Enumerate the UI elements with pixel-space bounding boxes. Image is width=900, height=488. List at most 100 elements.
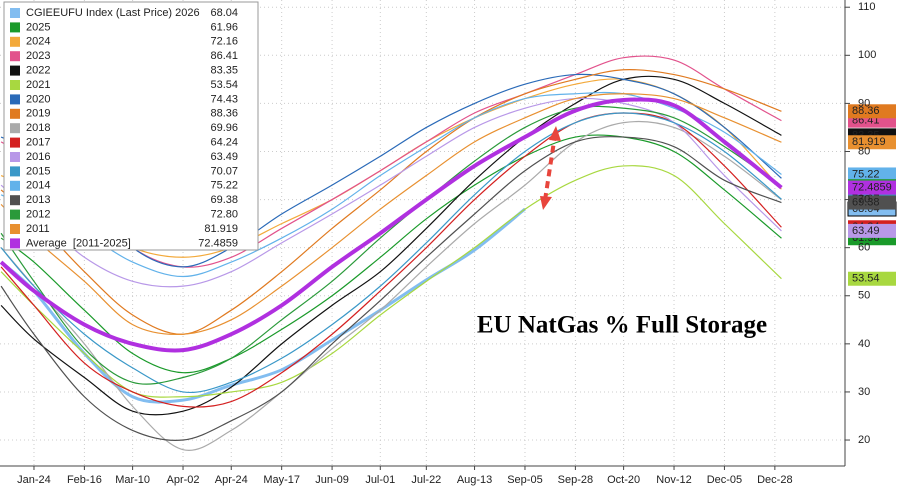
y-tick-label: 70 [858, 193, 870, 205]
legend-label: 2017 [26, 137, 50, 149]
legend-swatch [10, 36, 20, 47]
legend-value: 72.80 [210, 209, 238, 221]
legend-swatch [10, 123, 20, 134]
axis-tag [848, 180, 896, 195]
series-line [0, 112, 782, 408]
legend-label: 2019 [26, 108, 50, 120]
series-line [0, 120, 782, 451]
x-tick-label: Sep-05 [507, 474, 542, 486]
legend-value: 63.49 [210, 151, 238, 163]
legend-value: 74.43 [210, 93, 238, 105]
axis-tag-label: 63.49 [852, 225, 880, 237]
x-tick-label: Dec-28 [757, 474, 792, 486]
y-tick-label: 30 [858, 386, 870, 398]
legend-label: Average [2011-2025] [26, 237, 131, 249]
y-tick-label: 90 [858, 97, 870, 109]
x-tick-label: May-17 [263, 474, 300, 486]
series-line [0, 207, 526, 404]
legend-swatch [10, 137, 20, 148]
legend-label: 2012 [26, 209, 50, 221]
legend-swatch [10, 80, 20, 90]
legend-value: 75.22 [210, 180, 238, 192]
legend-label: 2025 [26, 21, 50, 33]
legend-label: 2024 [26, 36, 50, 48]
arrow-head [549, 126, 561, 141]
axis-tag-label: 69.38 [852, 196, 880, 208]
x-tick-label: Feb-16 [67, 474, 102, 486]
x-tick-label: Oct-20 [607, 474, 640, 486]
legend-value: 72.16 [210, 36, 238, 48]
gap-arrow [540, 126, 561, 210]
legend-label: 2015 [26, 165, 50, 177]
series-line [0, 136, 782, 441]
legend-label: 2014 [26, 180, 50, 192]
series-line [0, 165, 782, 398]
legend-swatch [10, 65, 20, 76]
axis-tag [848, 223, 896, 238]
legend-value: 83.35 [210, 65, 238, 77]
legend-swatch [10, 94, 20, 105]
axis-tag [848, 135, 896, 150]
legend-value: 69.96 [210, 122, 238, 134]
axis-tag-label: 72.4859 [852, 182, 892, 194]
series-line [0, 97, 782, 288]
x-tick-label: Mar-10 [115, 474, 150, 486]
series-line [0, 93, 782, 336]
x-tick-label: Sep-28 [558, 474, 593, 486]
legend-value: 72.4859 [198, 237, 238, 249]
y-tick-label: 110 [858, 1, 876, 13]
legend-label: 2023 [26, 50, 50, 62]
legend-swatch [10, 8, 20, 18]
x-tick-label: Jul-01 [365, 474, 395, 486]
axis-tag-label: 81.919 [852, 136, 886, 148]
x-tick-label: Aug-13 [457, 474, 492, 486]
legend-label: 2011 [26, 223, 50, 235]
axis-tag [848, 167, 896, 182]
legend-box [3, 1, 259, 251]
axis-tag [848, 195, 896, 210]
legend-swatch [10, 209, 20, 220]
axis-tag-label: 75.22 [852, 168, 880, 180]
legend: CGIEEUFU Index (Last Price) 2026 68.04 202… [3, 1, 259, 251]
legend-value: 69.38 [210, 194, 238, 206]
legend-value: 70.07 [210, 165, 238, 177]
annotation: EU NatGas % Full Storage [477, 312, 767, 339]
axis-tag-label: 88.36 [852, 105, 880, 117]
legend-label: CGIEEUFU Index (Last Price) 2026 [26, 7, 200, 19]
series-line [0, 112, 782, 394]
axis-tags: 68.0461.9672.1686.4183.3553.5474.4388.36… [847, 104, 897, 286]
arrow-shaft [543, 134, 557, 201]
legend-value: 86.41 [210, 50, 238, 62]
legend-swatch [10, 238, 20, 249]
legend-swatch [10, 224, 20, 234]
x-tick-label: Jul-22 [411, 474, 441, 486]
x-tick-label: Jun-09 [315, 474, 349, 486]
series-line [0, 97, 783, 353]
x-tick-label: Nov-12 [656, 474, 691, 486]
legend-swatch [10, 195, 20, 206]
legend-swatch [10, 152, 20, 162]
legend-swatch [10, 180, 20, 191]
legend-label: 2013 [26, 194, 50, 206]
legend-label: 2016 [26, 151, 50, 163]
series-line [0, 105, 782, 385]
y-tick-label: 50 [858, 290, 870, 302]
series-line [0, 68, 782, 335]
arrow-head [540, 196, 552, 210]
x-tick-label: Dec-05 [707, 474, 742, 486]
legend-value: 53.54 [210, 79, 238, 91]
y-tick-label: 20 [858, 434, 870, 446]
legend-label: 2018 [26, 122, 50, 134]
x-tick-label: Jan-24 [17, 474, 51, 486]
y-tick-label: 60 [858, 242, 870, 254]
legend-swatch [10, 108, 20, 119]
legend-swatch [10, 51, 20, 62]
y-tick-label: 100 [858, 49, 876, 61]
y-tick-label: 80 [858, 145, 870, 157]
legend-label: 2020 [26, 93, 50, 105]
legend-value: 88.36 [210, 108, 238, 120]
legend-value: 61.96 [210, 21, 238, 33]
series-line [0, 75, 782, 416]
legend-value: 81.919 [204, 223, 238, 235]
legend-value: 64.24 [210, 137, 238, 149]
